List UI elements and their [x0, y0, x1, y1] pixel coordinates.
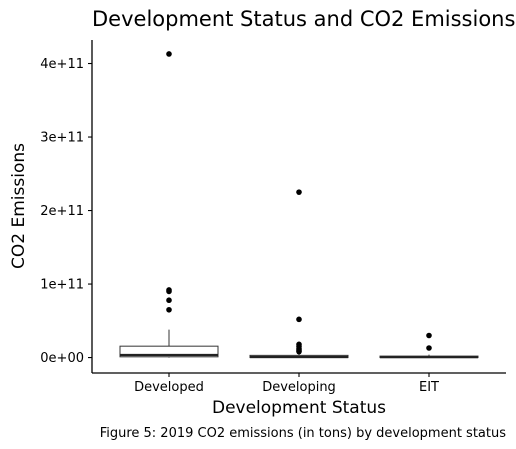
chart-title: Development Status and CO2 Emissions — [92, 7, 515, 31]
x-tick-label: EIT — [419, 380, 439, 395]
y-tick-label: 1e+11 — [40, 278, 84, 293]
y-axis-title: CO2 Emissions — [9, 143, 29, 269]
outlier-point — [166, 288, 172, 295]
outlier-point — [166, 297, 172, 304]
y-tick-label: 0e+00 — [40, 351, 84, 366]
box — [119, 345, 219, 358]
outlier-point — [296, 189, 302, 195]
outlier-point — [166, 51, 172, 57]
x-tick-label: Developing — [262, 380, 336, 395]
y-tick-label: 2e+11 — [40, 204, 84, 219]
x-axis-ticks: Developed Developing EIT — [134, 373, 439, 395]
outlier-point — [166, 306, 172, 313]
boxplot-eit — [379, 332, 479, 359]
y-axis-ticks: 0e+00 1e+11 2e+11 3e+11 4e+11 — [40, 57, 92, 366]
outlier-point — [426, 332, 432, 339]
y-tick-label: 4e+11 — [40, 57, 84, 72]
outlier-point — [296, 316, 302, 323]
outlier-point — [426, 345, 432, 351]
boxplot-developed — [119, 51, 219, 358]
boxplot-developing — [249, 189, 349, 359]
y-tick-label: 3e+11 — [40, 131, 84, 146]
x-axis-title: Development Status — [212, 398, 386, 418]
plot-area — [119, 51, 479, 359]
figure-caption: Figure 5: 2019 CO2 emissions (in tons) b… — [100, 426, 507, 441]
x-tick-label: Developed — [134, 380, 204, 395]
outlier-point — [296, 348, 302, 355]
